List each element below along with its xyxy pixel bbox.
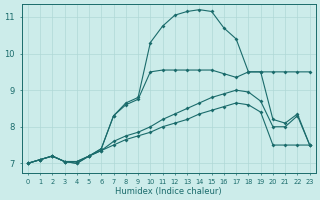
X-axis label: Humidex (Indice chaleur): Humidex (Indice chaleur) — [116, 187, 222, 196]
